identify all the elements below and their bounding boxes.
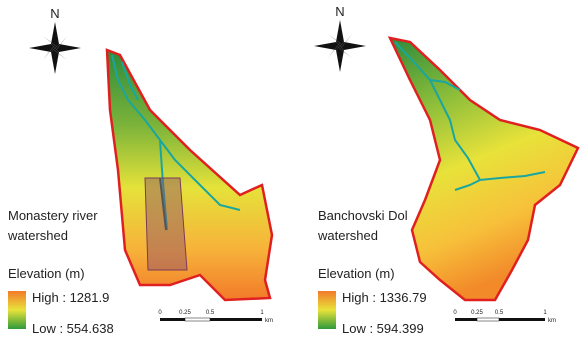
compass xyxy=(29,22,81,74)
scale-label: 0.25 xyxy=(179,310,191,316)
scale-bar xyxy=(455,318,545,321)
scale-label: 0.25 xyxy=(471,310,483,316)
scale-unit: km xyxy=(265,318,273,324)
legend-low: Low : 594.399 xyxy=(342,321,424,336)
scale-unit: km xyxy=(548,318,556,324)
watershed-name: Banchovski Dol xyxy=(318,208,408,223)
scale-label: 0 xyxy=(453,310,457,316)
legend-title: Elevation (m) xyxy=(318,266,395,281)
map-figure: N Monastery river watershed Elevation (m… xyxy=(0,0,583,341)
scale-label: 0.5 xyxy=(206,310,215,316)
legend-high: High : 1281.9 xyxy=(32,290,109,305)
watershed-name: watershed xyxy=(7,228,68,243)
scale-label: 0.5 xyxy=(495,310,504,316)
compass xyxy=(314,20,366,72)
legend-ramp xyxy=(8,291,26,329)
watershed xyxy=(390,38,578,300)
scale-bar xyxy=(160,318,262,321)
scale-label: 0 xyxy=(158,310,162,316)
legend-low: Low : 554.638 xyxy=(32,321,114,336)
north-label: N xyxy=(50,6,59,21)
legend-high: High : 1336.79 xyxy=(342,290,427,305)
legend-ramp xyxy=(318,291,336,329)
watershed-name: watershed xyxy=(317,228,378,243)
scale-label: 1 xyxy=(543,310,547,316)
north-label: N xyxy=(335,4,344,19)
legend-title: Elevation (m) xyxy=(8,266,85,281)
watershed-name: Monastery river xyxy=(8,208,98,223)
scale-label: 1 xyxy=(260,310,264,316)
